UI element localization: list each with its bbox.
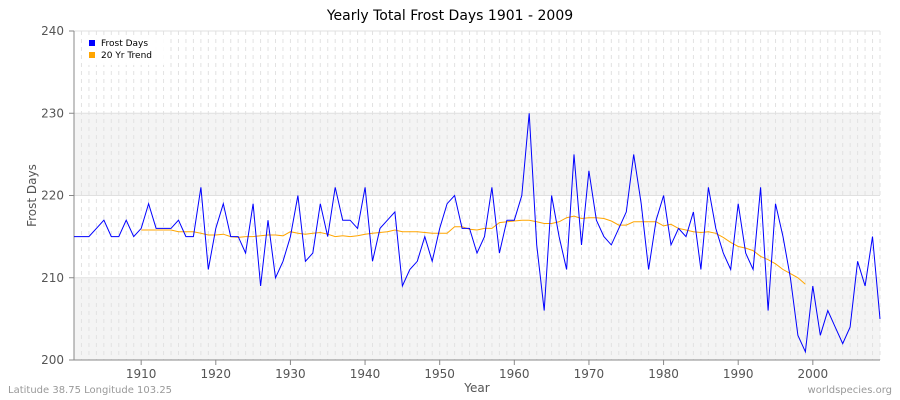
legend-box	[84, 35, 166, 65]
x-tick-label: 1980	[648, 367, 679, 381]
y-tick-label: 230	[41, 106, 64, 120]
x-tick-label: 1930	[275, 367, 306, 381]
location-label: Latitude 38.75 Longitude 103.25	[8, 385, 173, 396]
x-tick-label: 1960	[499, 367, 530, 381]
x-tick-label: 1990	[723, 367, 754, 381]
source-label: worldspecies.org	[807, 385, 892, 396]
y-tick-label: 200	[41, 353, 64, 367]
legend-label: Frost Days	[101, 39, 148, 49]
series-line-frost-days	[74, 113, 881, 354]
y-tick-label: 220	[41, 189, 64, 203]
x-tick-label: 1910	[126, 367, 157, 381]
x-axis-label: Year	[463, 381, 489, 395]
series-line-20-yr-trend	[141, 215, 806, 285]
chart-title: Yearly Total Frost Days 1901 - 2009	[326, 8, 574, 24]
y-tick-label: 210	[41, 271, 64, 285]
x-tick-label: 2000	[798, 367, 829, 381]
x-tick-label: 1920	[201, 367, 232, 381]
y-tick-label: 240	[41, 24, 64, 38]
x-tick-label: 1970	[574, 367, 605, 381]
legend-swatch	[89, 40, 95, 46]
legend-swatch	[89, 52, 95, 58]
legend-label: 20 Yr Trend	[101, 51, 152, 61]
x-tick-label: 1940	[350, 367, 381, 381]
x-tick-label: 1950	[424, 367, 455, 381]
y-axis-label: Frost Days	[25, 164, 39, 227]
